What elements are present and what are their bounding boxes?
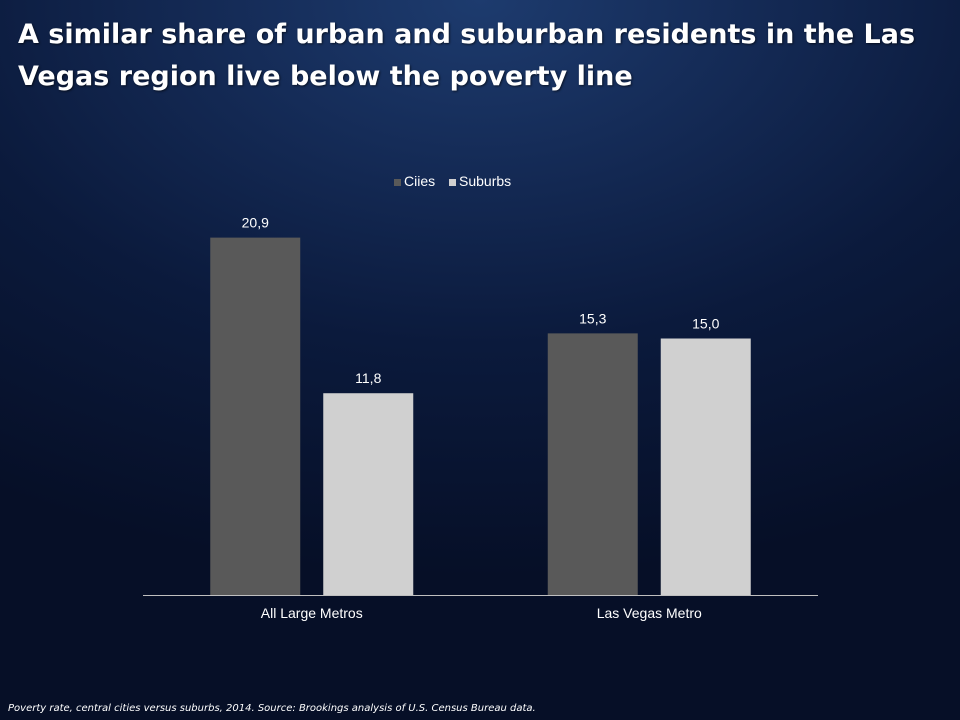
x-axis-tick-labels: All Large Metros Las Vegas Metro	[261, 605, 702, 621]
data-labels: 20,9 11,8 15,3 15,0	[242, 215, 720, 387]
bar-cities-0	[210, 237, 301, 596]
data-label: 11,8	[355, 370, 381, 386]
legend-swatch-suburbs	[449, 179, 456, 186]
bar-suburbs-0	[323, 393, 414, 595]
data-label: 15,0	[692, 316, 719, 332]
data-label: 20,9	[242, 215, 269, 231]
source-footnote: Poverty rate, central cities versus subu…	[8, 703, 536, 714]
legend-label-cities: Ciies	[404, 173, 435, 189]
slide-title: A similar share of urban and suburban re…	[18, 19, 916, 92]
bar-cities-1	[547, 333, 638, 595]
legend-label-suburbs: Suburbs	[459, 173, 511, 189]
chart-legend: Ciies Suburbs	[394, 173, 511, 189]
x-tick-label: All Large Metros	[261, 605, 363, 621]
legend-swatch-cities	[394, 179, 401, 186]
bar-suburbs-1	[660, 338, 751, 595]
x-tick-label: Las Vegas Metro	[597, 605, 702, 621]
chart-bars	[210, 237, 751, 596]
data-label: 15,3	[579, 310, 606, 326]
